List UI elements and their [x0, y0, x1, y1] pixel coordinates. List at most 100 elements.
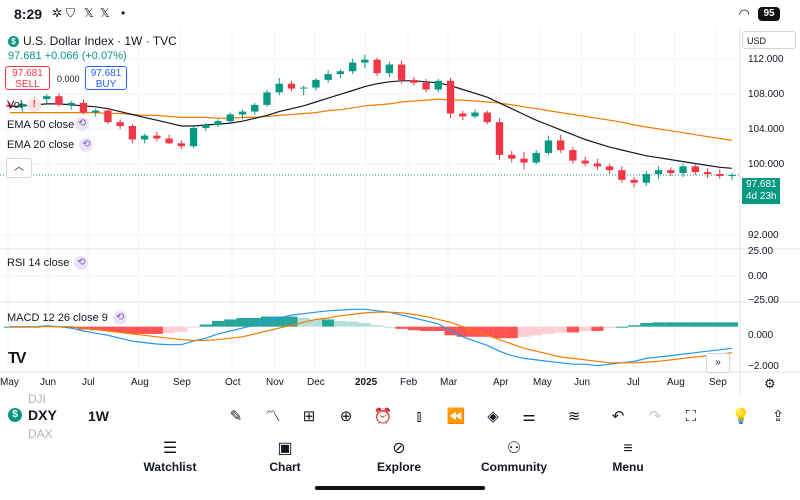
- macd-signal-line: [10, 311, 733, 364]
- warning-icon[interactable]: !: [27, 98, 42, 112]
- nav-label: Watchlist: [143, 460, 197, 474]
- ema20-indicator-label[interactable]: EMA 20 close ⟲: [7, 138, 94, 152]
- candle-body: [275, 83, 283, 93]
- spread-value: 0.000: [57, 74, 80, 84]
- indicators-icon[interactable]: 〽: [265, 408, 281, 425]
- shield-icon: ⛉: [66, 6, 76, 20]
- price-axis-label: 104.000: [748, 124, 785, 135]
- ema20-line: [9, 80, 733, 169]
- nav-menu[interactable]: ≡ Menu: [583, 440, 673, 474]
- macd-histogram-bar: [236, 318, 249, 327]
- macd-histogram-bar: [89, 326, 102, 331]
- nav-explore[interactable]: ⊘ Explore: [354, 440, 444, 474]
- currency-select[interactable]: USD: [742, 31, 796, 49]
- home-indicator[interactable]: [315, 486, 485, 490]
- sync-icon[interactable]: ⟲: [79, 138, 94, 152]
- candle-body: [226, 114, 234, 122]
- faded-symbol: DJI: [28, 392, 46, 406]
- macd-histogram-bar: [689, 322, 702, 327]
- apps-icon[interactable]: ⊞: [302, 408, 316, 425]
- layers-icon[interactable]: ◈: [487, 408, 499, 425]
- undo-icon[interactable]: ↶: [611, 408, 625, 425]
- rsi-indicator-label[interactable]: RSI 14 close ⟲: [7, 256, 89, 270]
- macd-histogram-bar: [493, 326, 506, 339]
- interval-selector[interactable]: 1W: [88, 408, 109, 424]
- sync-icon[interactable]: ⟲: [74, 256, 89, 270]
- status-time: 8:29: [14, 6, 43, 22]
- candle-body: [202, 125, 210, 128]
- candle-body: [251, 104, 259, 112]
- candle-body: [691, 166, 699, 173]
- share-icon[interactable]: ⇪: [771, 408, 785, 425]
- candle-body: [716, 174, 724, 176]
- candle-body: [238, 111, 247, 115]
- macd-indicator-label[interactable]: MACD 12 26 close 9 ⟲: [7, 311, 127, 325]
- macd-histogram-bar: [566, 326, 580, 333]
- tradingview-logo[interactable]: TV: [8, 350, 27, 367]
- sell-label: SELL: [15, 79, 40, 90]
- ema50-indicator-label[interactable]: EMA 50 close: [7, 119, 74, 131]
- symbol-header[interactable]: $ U.S. Dollar Index · 1W · TVC: [8, 34, 177, 48]
- trend-icon[interactable]: ≋: [567, 408, 581, 425]
- candle-body: [55, 96, 63, 105]
- macd-histogram-bar: [432, 326, 445, 331]
- time-axis-label: Apr: [493, 377, 509, 388]
- candle-body: [654, 170, 663, 175]
- nav-community[interactable]: ⚇ Community: [469, 440, 559, 474]
- faded-symbol: DAX: [28, 427, 53, 441]
- candle-icon[interactable]: ⫾: [416, 408, 422, 425]
- macd-histogram-bar: [456, 326, 469, 337]
- candle-body: [128, 126, 137, 140]
- collapse-indicators-button[interactable]: ︿: [6, 158, 32, 178]
- settings-sliders-icon[interactable]: ⚌: [522, 408, 536, 425]
- macd-histogram-bar: [395, 326, 408, 329]
- candle-body: [43, 96, 51, 100]
- replay-icon[interactable]: ⏪: [446, 408, 466, 425]
- redo-icon[interactable]: ↷: [648, 408, 662, 425]
- rsi-axis-label: −25.00: [748, 295, 779, 306]
- status-bar: 8:29 ✲ ⛉ 𝕏 𝕏 • ◠ 95: [0, 0, 800, 28]
- plus-circle-icon[interactable]: ⊕: [339, 408, 353, 425]
- last-price-tag: 97.681 4d 23h: [742, 178, 780, 204]
- time-axis-label: Jul: [82, 377, 95, 388]
- candle-body: [153, 135, 161, 139]
- sync-icon[interactable]: ⟲: [75, 117, 89, 131]
- sync-icon[interactable]: ⟲: [112, 311, 127, 325]
- buy-price: 97.681: [90, 68, 122, 79]
- candle-body: [177, 143, 185, 147]
- candle-body: [508, 154, 516, 159]
- macd-histogram-bar: [419, 326, 433, 331]
- nav-watchlist[interactable]: ☰ Watchlist: [125, 440, 215, 474]
- alarm-icon[interactable]: ⏰: [373, 408, 393, 425]
- buy-button[interactable]: 97.681 BUY: [85, 66, 127, 90]
- settings-gear-icon[interactable]: ⚙: [764, 376, 776, 391]
- candle-body: [471, 112, 479, 117]
- candle-body: [642, 174, 651, 183]
- price-change: 97.681 +0.066 (+0.07%): [8, 50, 127, 62]
- macd-histogram-bar: [211, 320, 225, 327]
- ema50-line: [10, 98, 733, 141]
- macd-histogram-bar: [199, 324, 212, 327]
- time-axis-label: 2025: [355, 377, 378, 388]
- volume-indicator-label[interactable]: Vol !: [7, 98, 42, 112]
- candle-body: [397, 64, 406, 80]
- candle-body: [434, 80, 442, 90]
- time-axis-label: Jun: [574, 377, 591, 388]
- candle-body: [336, 71, 345, 75]
- lightbulb-icon[interactable]: 💡: [731, 408, 751, 425]
- macd-histogram-bar: [676, 322, 690, 327]
- ema50-sync[interactable]: ⟲: [75, 117, 89, 131]
- macd-histogram-bar: [175, 326, 188, 332]
- pen-icon[interactable]: ✎: [229, 408, 243, 425]
- sell-button[interactable]: 97.681 SELL: [5, 66, 50, 90]
- macd-histogram-bar: [273, 316, 286, 327]
- candle-body: [679, 166, 687, 174]
- scroll-to-latest-button[interactable]: »: [706, 353, 730, 373]
- candle-body: [520, 158, 528, 163]
- symbol-selector[interactable]: $ DXY: [8, 407, 57, 423]
- pinwheel-icon: ✲: [52, 6, 63, 20]
- chart-canvas[interactable]: [0, 0, 800, 400]
- fullscreen-icon[interactable]: ⛶: [685, 408, 697, 425]
- nav-chart[interactable]: ▣ Chart: [240, 440, 330, 474]
- macd-histogram-bar: [224, 319, 237, 327]
